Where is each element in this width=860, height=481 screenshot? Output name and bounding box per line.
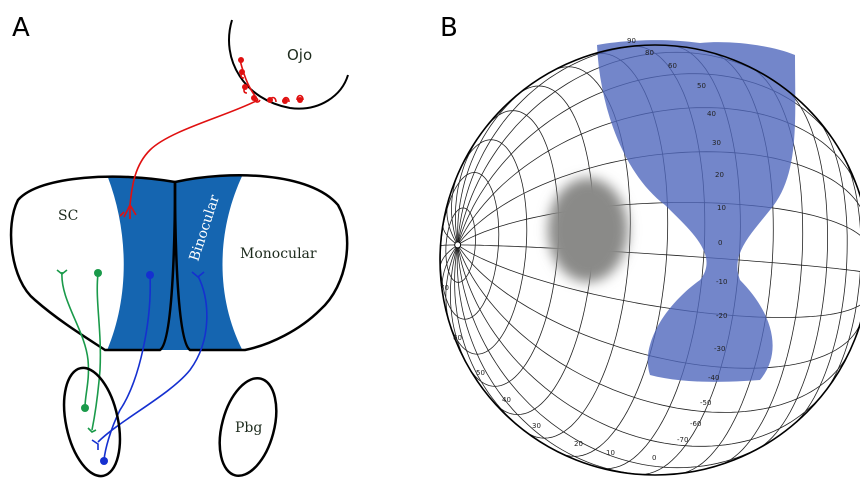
figure: A Ojo SC Binocular Monocular Pbg B 70605… [0, 0, 860, 481]
azimuth-label: 0 [652, 454, 656, 462]
elevation-label: 30 [712, 139, 721, 147]
elevation-label: 0 [718, 239, 722, 247]
panel-label: A [12, 13, 30, 43]
pbg-label: Pbg [235, 420, 262, 436]
elevation-label: -10 [716, 278, 727, 286]
grid-line [458, 245, 860, 274]
eye-label: Ojo [287, 46, 312, 64]
pbg-left [55, 363, 129, 481]
grid-line [458, 245, 860, 318]
azimuth-label: 50 [476, 369, 485, 377]
grid-line [455, 245, 526, 432]
azimuth-label: 60 [453, 334, 462, 342]
elevation-label: -40 [708, 374, 719, 382]
azimuth-label: 30 [532, 422, 541, 430]
azimuth-label: 10 [606, 449, 615, 457]
elevation-label: 20 [715, 171, 724, 179]
grid-line [458, 203, 860, 252]
azimuth-label: 40 [502, 396, 511, 404]
elevation-label: 90 [627, 37, 636, 45]
elevation-label: 50 [697, 82, 706, 90]
panel-label: B [440, 13, 458, 43]
elevation-label: 80 [645, 49, 654, 57]
azimuth-label: 70 [440, 284, 449, 292]
elevation-label: 40 [707, 110, 716, 118]
binocular-left [105, 170, 175, 355]
elevation-label: -70 [677, 436, 688, 444]
elevation-label: -20 [716, 312, 727, 320]
grid-line [458, 245, 849, 413]
rabbit-image [548, 178, 628, 282]
elevation-label: 60 [668, 62, 677, 70]
elevation-label: -60 [690, 420, 701, 428]
grid-line [853, 206, 860, 345]
pole [455, 242, 461, 248]
eye-outline [229, 20, 348, 109]
monocular-label: Monocular [240, 246, 317, 262]
azimuth-label: 20 [574, 440, 583, 448]
elevation-label: -30 [714, 345, 725, 353]
sc-label: SC [58, 208, 78, 224]
grid-line [469, 111, 559, 387]
binocular-field [597, 40, 795, 382]
grid-line [826, 156, 860, 391]
elevation-label: 10 [717, 204, 726, 212]
elevation-label: -50 [700, 399, 711, 407]
